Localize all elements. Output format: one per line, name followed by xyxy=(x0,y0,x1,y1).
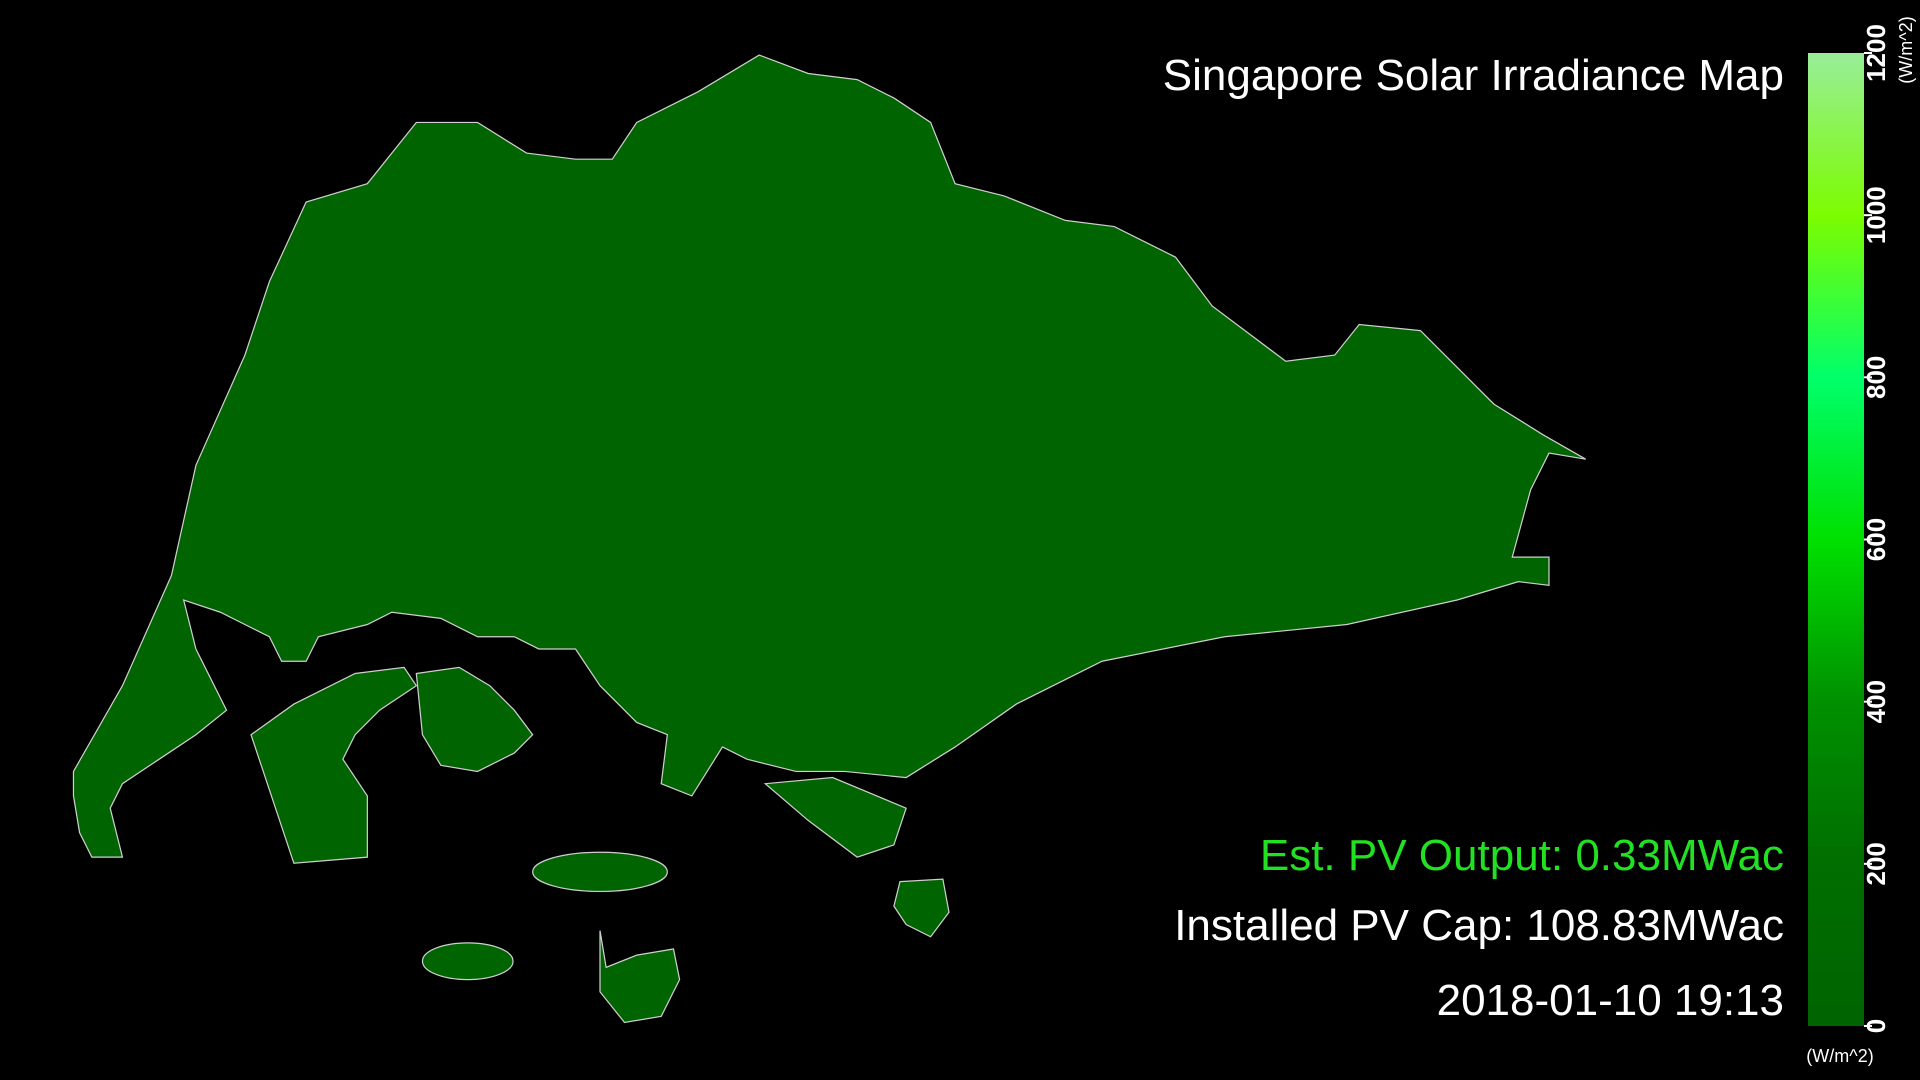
main-island xyxy=(72,54,1587,858)
jurong-island xyxy=(250,666,418,864)
colorbar-unit: (W/m^2) xyxy=(1896,16,1916,83)
island xyxy=(415,666,534,773)
colorbar-tick-label: 0 xyxy=(1861,1019,1891,1033)
island xyxy=(893,878,950,938)
colorbar-tick-label: 600 xyxy=(1861,518,1891,561)
colorbar-tick-label: 800 xyxy=(1861,356,1891,399)
installed-capacity: Installed PV Cap: 108.83MWac xyxy=(1174,901,1784,950)
island xyxy=(599,930,681,1024)
pv-output: Est. PV Output: 0.33MWac xyxy=(1260,831,1784,880)
map-title: Singapore Solar Irradiance Map xyxy=(1163,51,1784,100)
colorbar-tick-label: 400 xyxy=(1861,680,1891,723)
colorbar-unit: (W/m^2) xyxy=(1806,1046,1873,1066)
colorbar-tick-label: 1200 xyxy=(1861,24,1891,82)
sentosa xyxy=(763,776,907,858)
timestamp: 2018-01-10 19:13 xyxy=(1437,976,1784,1025)
island xyxy=(421,942,514,981)
map xyxy=(72,54,1587,1024)
colorbar-tick-label: 200 xyxy=(1861,842,1891,885)
colorbar-tick-label: 1000 xyxy=(1861,186,1891,244)
island xyxy=(532,851,668,893)
colorbar xyxy=(1808,53,1864,1026)
